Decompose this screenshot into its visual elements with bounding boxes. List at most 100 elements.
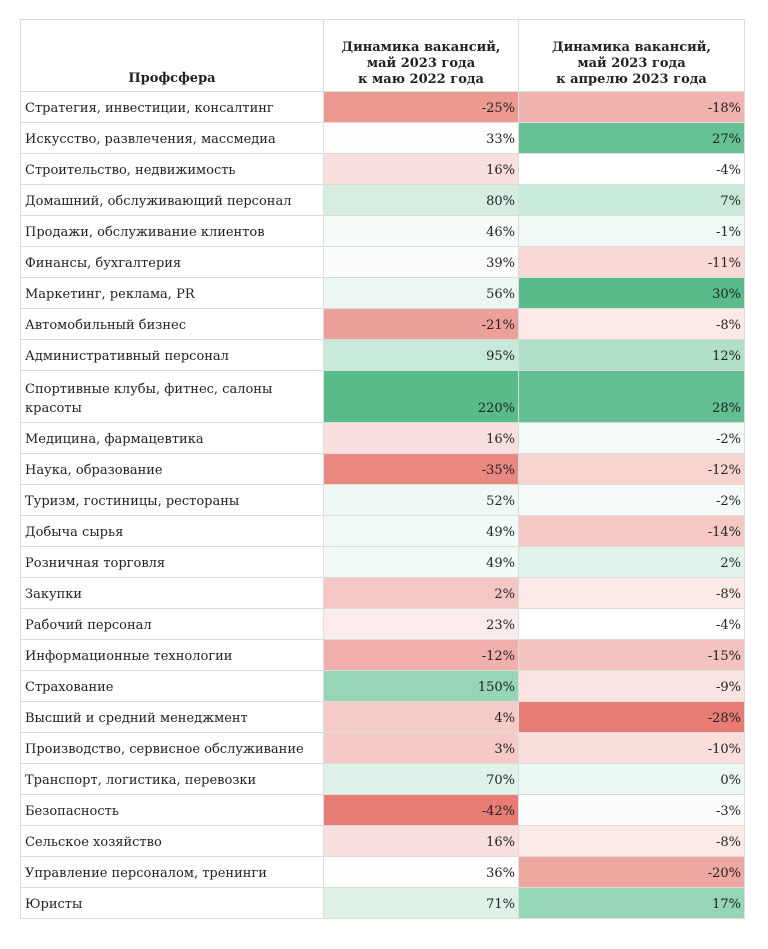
- profsphere-name: Юристы: [20, 887, 324, 919]
- table-row: Безопасность -42% -3%: [20, 794, 745, 826]
- yoy-value: 49%: [323, 546, 519, 578]
- mom-value: -1%: [518, 215, 745, 247]
- mom-value: 28%: [518, 370, 745, 423]
- profsphere-name: Автомобильный бизнес: [20, 308, 324, 340]
- profsphere-name: Управление персоналом, тренинги: [20, 856, 324, 888]
- profsphere-name: Закупки: [20, 577, 324, 609]
- table-row: Продажи, обслуживание клиентов 46% -1%: [20, 215, 745, 247]
- profsphere-name: Высший и средний менеджмент: [20, 701, 324, 733]
- mom-value: -4%: [518, 608, 745, 640]
- mom-value: 12%: [518, 339, 745, 371]
- profsphere-name: Страхование: [20, 670, 324, 702]
- profsphere-name: Продажи, обслуживание клиентов: [20, 215, 324, 247]
- mom-value: -20%: [518, 856, 745, 888]
- mom-value: -2%: [518, 484, 745, 516]
- profsphere-name: Финансы, бухгалтерия: [20, 246, 324, 278]
- table-row: Страхование 150% -9%: [20, 670, 745, 702]
- yoy-value: -21%: [323, 308, 519, 340]
- profsphere-name: Транспорт, логистика, перевозки: [20, 763, 324, 795]
- yoy-value: 220%: [323, 370, 519, 423]
- table-row: Наука, образование -35% -12%: [20, 453, 745, 485]
- mom-value: -18%: [518, 91, 745, 123]
- yoy-value: 3%: [323, 732, 519, 764]
- profsphere-name: Производство, сервисное обслуживание: [20, 732, 324, 764]
- yoy-value: 46%: [323, 215, 519, 247]
- mom-value: -11%: [518, 246, 745, 278]
- table-row: Медицина, фармацевтика 16% -2%: [20, 422, 745, 454]
- mom-value: -8%: [518, 308, 745, 340]
- yoy-value: -42%: [323, 794, 519, 826]
- mom-value: -2%: [518, 422, 745, 454]
- mom-value: -3%: [518, 794, 745, 826]
- mom-value: -9%: [518, 670, 745, 702]
- table-header-row: Профсфера Динамика вакансий, май 2023 год…: [20, 19, 745, 92]
- table-row: Стратегия, инвестиции, консалтинг -25% -18…: [20, 91, 745, 123]
- table-row: Домашний, обслуживающий персонал 80% 7%: [20, 184, 745, 216]
- table-row: Высший и средний менеджмент 4% -28%: [20, 701, 745, 733]
- yoy-value: -25%: [323, 91, 519, 123]
- mom-value: -10%: [518, 732, 745, 764]
- mom-value: -15%: [518, 639, 745, 671]
- mom-value: -12%: [518, 453, 745, 485]
- table-row: Розничная торговля 49% 2%: [20, 546, 745, 578]
- mom-value: 7%: [518, 184, 745, 216]
- mom-value: -14%: [518, 515, 745, 547]
- yoy-value: 80%: [323, 184, 519, 216]
- table-row: Управление персоналом, тренинги 36% -20%: [20, 856, 745, 888]
- yoy-value: 95%: [323, 339, 519, 371]
- yoy-value: 16%: [323, 153, 519, 185]
- mom-value: -4%: [518, 153, 745, 185]
- yoy-value: 39%: [323, 246, 519, 278]
- table-row: Маркетинг, реклама, PR 56% 30%: [20, 277, 745, 309]
- header-profsphere: Профсфера: [20, 19, 324, 92]
- profsphere-name: Наука, образование: [20, 453, 324, 485]
- table-row: Добыча сырья 49% -14%: [20, 515, 745, 547]
- table-row: Юристы 71% 17%: [20, 887, 745, 919]
- yoy-value: 52%: [323, 484, 519, 516]
- table-row: Строительство, недвижимость 16% -4%: [20, 153, 745, 185]
- profsphere-name: Искусство, развлечения, массмедиа: [20, 122, 324, 154]
- yoy-value: 4%: [323, 701, 519, 733]
- profsphere-name: Медицина, фармацевтика: [20, 422, 324, 454]
- yoy-value: 71%: [323, 887, 519, 919]
- header-yoy: Динамика вакансий, май 2023 года к маю 202…: [323, 19, 519, 92]
- table-row: Производство, сервисное обслуживание 3% -1…: [20, 732, 745, 764]
- table-row: Финансы, бухгалтерия 39% -11%: [20, 246, 745, 278]
- profsphere-name: Стратегия, инвестиции, консалтинг: [20, 91, 324, 123]
- mom-value: -8%: [518, 825, 745, 857]
- table-row: Административный персонал 95% 12%: [20, 339, 745, 371]
- header-mom: Динамика вакансий, май 2023 года к апрелю …: [518, 19, 745, 92]
- profsphere-name: Безопасность: [20, 794, 324, 826]
- yoy-value: 16%: [323, 825, 519, 857]
- yoy-value: 23%: [323, 608, 519, 640]
- profsphere-name: Сельское хозяйство: [20, 825, 324, 857]
- profsphere-name: Туризм, гостиницы, рестораны: [20, 484, 324, 516]
- profsphere-name: Домашний, обслуживающий персонал: [20, 184, 324, 216]
- table-row: Информационные технологии -12% -15%: [20, 639, 745, 671]
- yoy-value: 36%: [323, 856, 519, 888]
- yoy-value: -35%: [323, 453, 519, 485]
- table-row: Автомобильный бизнес -21% -8%: [20, 308, 745, 340]
- mom-value: -8%: [518, 577, 745, 609]
- table-row: Туризм, гостиницы, рестораны 52% -2%: [20, 484, 745, 516]
- mom-value: 30%: [518, 277, 745, 309]
- table-row: Искусство, развлечения, массмедиа 33% 27%: [20, 122, 745, 154]
- vacancy-dynamics-table: Профсфера Динамика вакансий, май 2023 год…: [20, 19, 745, 919]
- yoy-value: 16%: [323, 422, 519, 454]
- mom-value: -28%: [518, 701, 745, 733]
- mom-value: 17%: [518, 887, 745, 919]
- yoy-value: -12%: [323, 639, 519, 671]
- table-row: Спортивные клубы, фитнес, салоны красоты…: [20, 370, 745, 423]
- yoy-value: 70%: [323, 763, 519, 795]
- profsphere-name: Добыча сырья: [20, 515, 324, 547]
- mom-value: 2%: [518, 546, 745, 578]
- mom-value: 0%: [518, 763, 745, 795]
- profsphere-name: Рабочий персонал: [20, 608, 324, 640]
- profsphere-name: Административный персонал: [20, 339, 324, 371]
- profsphere-name: Розничная торговля: [20, 546, 324, 578]
- yoy-value: 150%: [323, 670, 519, 702]
- table-row: Сельское хозяйство 16% -8%: [20, 825, 745, 857]
- table-row: Рабочий персонал 23% -4%: [20, 608, 745, 640]
- yoy-value: 2%: [323, 577, 519, 609]
- yoy-value: 56%: [323, 277, 519, 309]
